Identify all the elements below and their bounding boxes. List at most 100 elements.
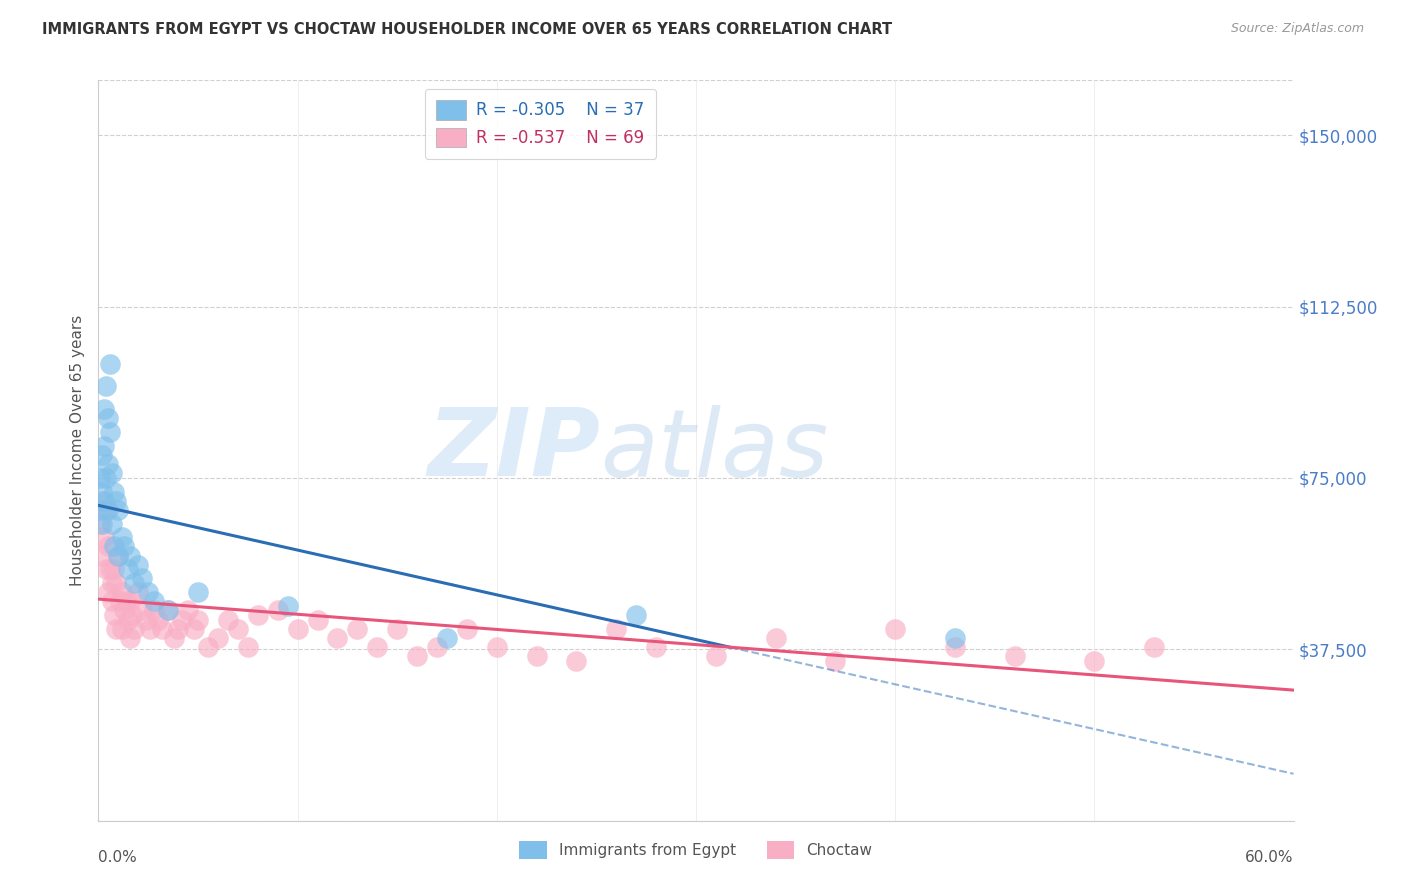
Point	[96, 562, 118, 576]
Point	[565, 654, 588, 668]
Point	[105, 622, 128, 636]
Point	[884, 622, 907, 636]
Point	[112, 603, 135, 617]
Point	[103, 562, 125, 576]
Point	[98, 357, 122, 371]
Point	[120, 631, 142, 645]
Point	[626, 607, 648, 622]
Point	[97, 457, 120, 471]
Point	[307, 613, 329, 627]
Point	[110, 594, 132, 608]
Point	[91, 493, 114, 508]
Point	[704, 649, 727, 664]
Point	[217, 613, 239, 627]
Point	[91, 516, 114, 531]
Point	[526, 649, 548, 664]
Point	[93, 530, 115, 544]
Point	[131, 603, 153, 617]
Point	[107, 503, 129, 517]
Point	[127, 558, 149, 572]
Point	[96, 471, 118, 485]
Point	[120, 594, 142, 608]
Point	[135, 613, 157, 627]
Point	[101, 594, 124, 608]
Point	[177, 603, 200, 617]
Point	[111, 530, 134, 544]
Point	[93, 402, 115, 417]
Text: Source: ZipAtlas.com: Source: ZipAtlas.com	[1230, 22, 1364, 36]
Point	[406, 649, 429, 664]
Point	[163, 631, 186, 645]
Point	[91, 448, 114, 462]
Point	[112, 540, 135, 554]
Legend: Immigrants from Egypt, Choctaw: Immigrants from Egypt, Choctaw	[513, 835, 879, 865]
Point	[111, 622, 134, 636]
Point	[346, 622, 368, 636]
Point	[124, 622, 146, 636]
Point	[172, 613, 194, 627]
Point	[124, 576, 146, 591]
Point	[97, 411, 120, 425]
Point	[645, 640, 668, 654]
Point	[765, 631, 787, 645]
Point	[1004, 649, 1026, 664]
Point	[96, 379, 118, 393]
Point	[98, 425, 122, 440]
Point	[97, 503, 120, 517]
Text: IMMIGRANTS FROM EGYPT VS CHOCTAW HOUSEHOLDER INCOME OVER 65 YEARS CORRELATION CH: IMMIGRANTS FROM EGYPT VS CHOCTAW HOUSEHO…	[42, 22, 893, 37]
Point	[183, 622, 205, 636]
Point	[131, 571, 153, 585]
Y-axis label: Householder Income Over 65 years: Householder Income Over 65 years	[70, 315, 86, 586]
Point	[117, 562, 139, 576]
Point	[157, 603, 180, 617]
Point	[103, 540, 125, 554]
Point	[605, 622, 627, 636]
Point	[105, 576, 128, 591]
Point	[121, 607, 143, 622]
Point	[277, 599, 299, 613]
Point	[824, 654, 846, 668]
Point	[267, 603, 290, 617]
Point	[103, 607, 125, 622]
Point	[107, 549, 129, 563]
Point	[107, 549, 129, 563]
Point	[93, 493, 115, 508]
Point	[287, 622, 309, 636]
Point	[89, 516, 111, 531]
Point	[91, 549, 114, 563]
Point	[187, 585, 209, 599]
Point	[366, 640, 388, 654]
Point	[456, 622, 478, 636]
Point	[485, 640, 508, 654]
Point	[167, 622, 190, 636]
Text: 0.0%: 0.0%	[98, 850, 138, 865]
Text: 60.0%: 60.0%	[1246, 850, 1294, 865]
Point	[436, 631, 458, 645]
Point	[197, 640, 219, 654]
Point	[157, 603, 180, 617]
Point	[98, 562, 122, 576]
Point	[89, 471, 111, 485]
Point	[115, 594, 138, 608]
Point	[101, 467, 124, 481]
Point	[101, 576, 124, 591]
Point	[943, 640, 966, 654]
Point	[105, 493, 128, 508]
Point	[187, 613, 209, 627]
Point	[236, 640, 259, 654]
Point	[150, 622, 173, 636]
Point	[326, 631, 349, 645]
Point	[136, 585, 159, 599]
Point	[148, 613, 170, 627]
Point	[385, 622, 409, 636]
Point	[246, 607, 269, 622]
Point	[1083, 654, 1105, 668]
Point	[143, 603, 166, 617]
Point	[111, 585, 134, 599]
Point	[943, 631, 966, 645]
Point	[139, 622, 162, 636]
Point	[1143, 640, 1166, 654]
Text: ZIP: ZIP	[427, 404, 600, 497]
Text: atlas: atlas	[600, 405, 828, 496]
Point	[89, 503, 111, 517]
